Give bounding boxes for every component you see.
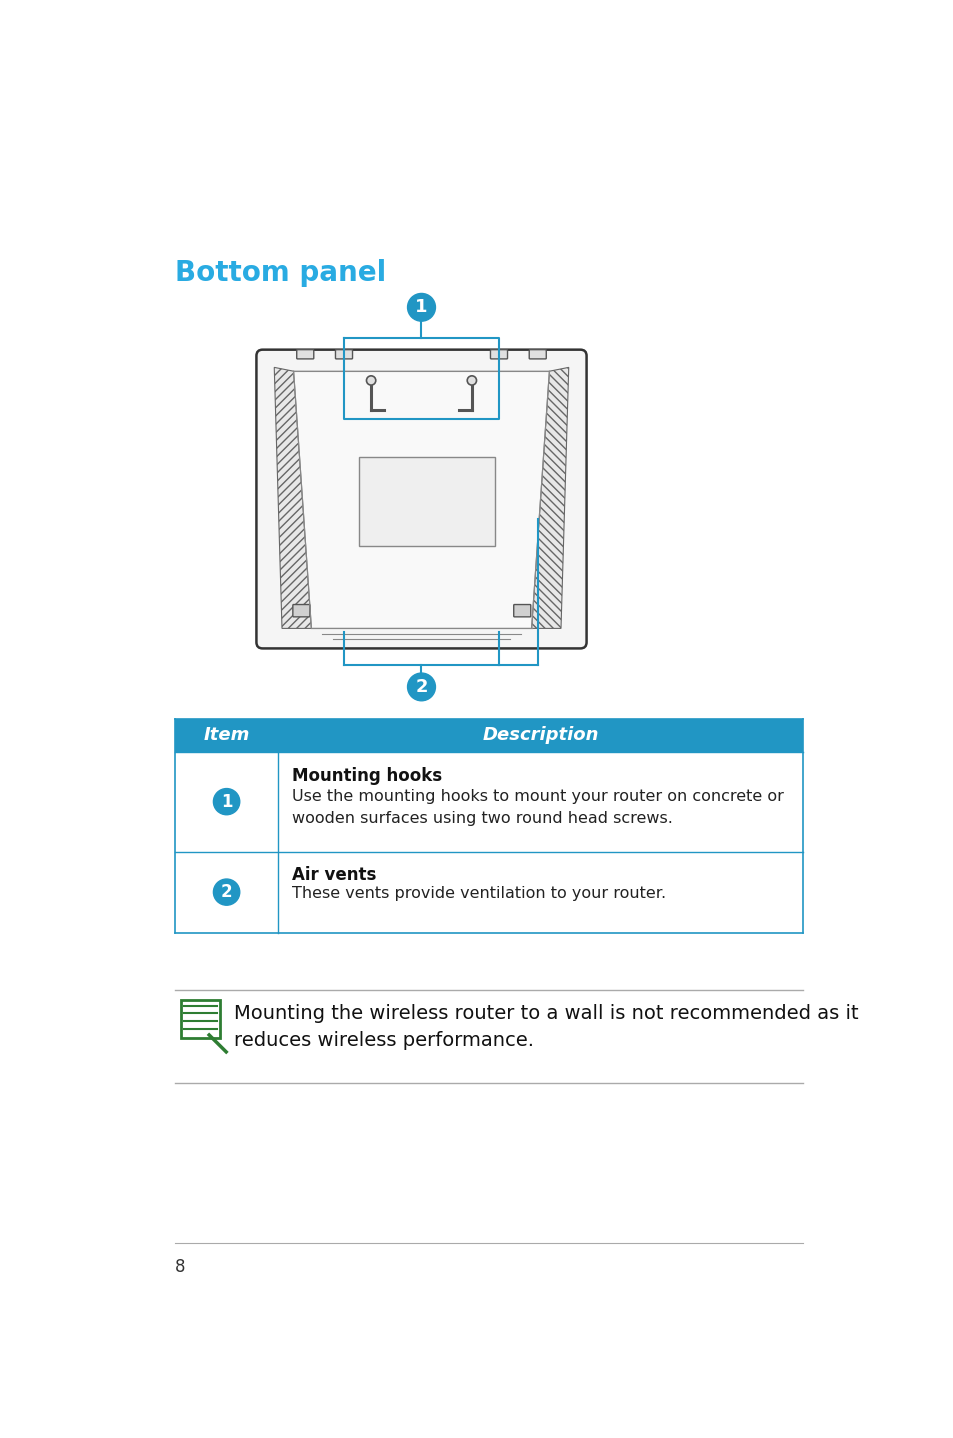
Circle shape: [366, 375, 375, 385]
Circle shape: [213, 788, 239, 815]
Text: Air vents: Air vents: [292, 866, 376, 883]
Circle shape: [467, 375, 476, 385]
FancyBboxPatch shape: [335, 349, 353, 360]
Text: 8: 8: [174, 1258, 185, 1277]
Text: 2: 2: [220, 883, 233, 902]
Circle shape: [213, 879, 239, 905]
Text: 1: 1: [415, 298, 427, 316]
Text: 1: 1: [220, 792, 233, 811]
Polygon shape: [294, 371, 549, 628]
Text: 2: 2: [415, 677, 427, 696]
Circle shape: [407, 673, 435, 700]
Text: Description: Description: [481, 726, 598, 745]
FancyBboxPatch shape: [529, 349, 546, 360]
FancyBboxPatch shape: [359, 457, 495, 546]
FancyBboxPatch shape: [296, 349, 314, 360]
Text: These vents provide ventilation to your router.: These vents provide ventilation to your …: [292, 886, 665, 902]
FancyBboxPatch shape: [490, 349, 507, 360]
Text: Bottom panel: Bottom panel: [174, 259, 386, 286]
FancyBboxPatch shape: [513, 604, 530, 617]
Text: Mounting the wireless router to a wall is not recommended as it
reduces wireless: Mounting the wireless router to a wall i…: [233, 1004, 858, 1050]
Polygon shape: [531, 367, 568, 628]
FancyBboxPatch shape: [174, 719, 802, 752]
FancyBboxPatch shape: [293, 604, 310, 617]
FancyBboxPatch shape: [256, 349, 586, 649]
Text: Mounting hooks: Mounting hooks: [292, 766, 442, 785]
FancyBboxPatch shape: [181, 999, 220, 1038]
Circle shape: [407, 293, 435, 321]
Polygon shape: [274, 367, 311, 628]
Text: Use the mounting hooks to mount your router on concrete or
wooden surfaces using: Use the mounting hooks to mount your rou…: [292, 788, 783, 825]
Text: Item: Item: [203, 726, 250, 745]
